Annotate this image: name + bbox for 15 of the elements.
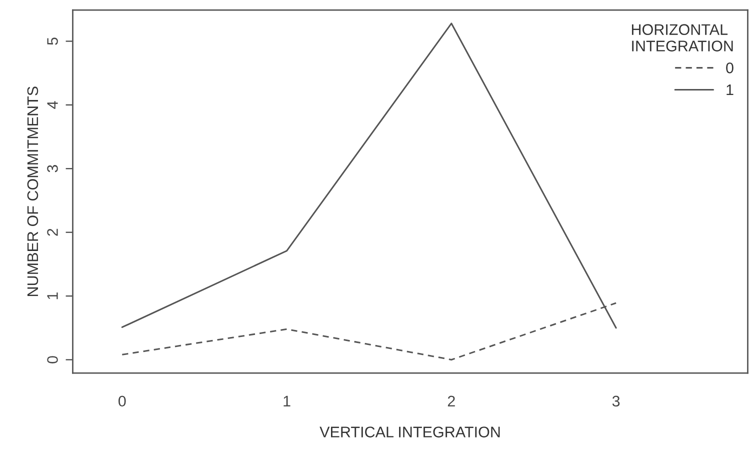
y-tick-label: 3 bbox=[47, 165, 58, 172]
x-axis-title: VERTICAL INTEGRATION bbox=[320, 426, 500, 438]
x-tick-label: 2 bbox=[448, 396, 455, 406]
y-tick-label: 0 bbox=[47, 356, 58, 364]
legend-label: 0 bbox=[726, 62, 734, 74]
x-tick-label: 0 bbox=[118, 396, 126, 407]
y-tick-label: 2 bbox=[47, 228, 58, 236]
y-tick-label: 5 bbox=[47, 38, 58, 45]
x-tick-label: 3 bbox=[612, 396, 620, 407]
legend-label: 1 bbox=[726, 84, 734, 96]
y-tick-label: 1 bbox=[47, 292, 58, 300]
y-axis-title: NUMBER OF COMMITMENTS bbox=[27, 86, 38, 296]
legend-title: HORIZONTAL INTEGRATION bbox=[632, 24, 733, 52]
y-tick-label: 4 bbox=[47, 101, 58, 109]
x-tick-label: 1 bbox=[284, 396, 290, 406]
